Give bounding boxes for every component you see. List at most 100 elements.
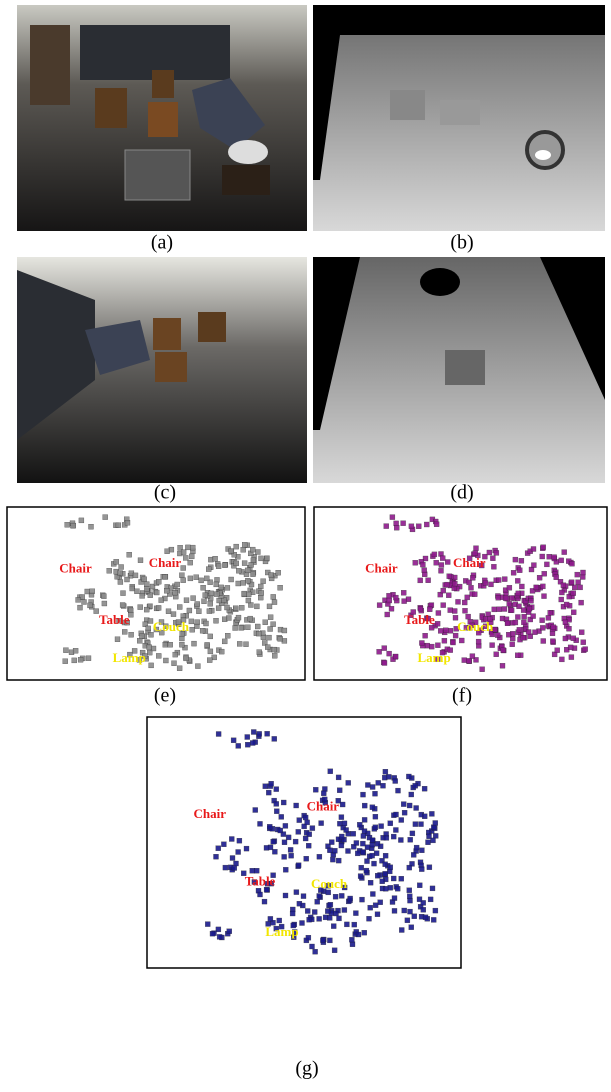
voxel [251, 572, 256, 577]
voxel [255, 550, 260, 555]
voxel [510, 631, 515, 636]
object-label: Lamp [113, 650, 146, 665]
voxel [346, 849, 351, 854]
voxel [516, 591, 521, 596]
voxel [383, 871, 388, 876]
voxel [226, 616, 231, 621]
voxel [274, 809, 279, 814]
voxel [439, 568, 444, 573]
voxel [230, 856, 235, 861]
voxel [529, 598, 534, 603]
voxel [336, 775, 341, 780]
voxel [505, 621, 510, 626]
voxel [373, 825, 378, 830]
voxel [102, 601, 107, 606]
voxel [206, 567, 211, 572]
voxel [431, 917, 436, 922]
voxel [207, 609, 212, 614]
voxel [417, 897, 422, 902]
voxel [288, 847, 293, 852]
voxel [381, 783, 386, 788]
voxel [414, 845, 419, 850]
voxel [225, 585, 230, 590]
voxel [434, 522, 439, 527]
voxel [362, 817, 367, 822]
voxel [189, 554, 194, 559]
voxel [375, 873, 380, 878]
voxel [73, 648, 78, 653]
voxel [164, 588, 169, 593]
voxel [419, 822, 424, 827]
voxel [447, 574, 452, 579]
voxel [340, 802, 345, 807]
voxel [575, 572, 580, 577]
object-label: Couch [457, 619, 494, 634]
voxel [419, 848, 424, 853]
voxel [418, 578, 423, 583]
voxel [402, 810, 407, 815]
voxel [413, 783, 418, 788]
voxel [168, 642, 173, 647]
voxel [367, 916, 372, 921]
voxel [559, 558, 564, 563]
voxel [452, 586, 457, 591]
voxel [245, 735, 250, 740]
voxel [495, 633, 500, 638]
voxel [401, 521, 406, 526]
voxel [383, 853, 388, 858]
voxel [368, 880, 373, 885]
voxel [297, 818, 302, 823]
voxel [137, 638, 142, 643]
voxel [439, 563, 444, 568]
voxel [175, 582, 180, 587]
voxel [217, 934, 222, 939]
voxel [127, 552, 132, 557]
voxel [445, 560, 450, 565]
voxel [517, 568, 522, 573]
photo-c [17, 257, 307, 483]
voxel [222, 639, 227, 644]
object-label: Chair [365, 560, 398, 575]
voxel [248, 603, 253, 608]
voxel [237, 641, 242, 646]
voxel [425, 643, 430, 648]
voxel [216, 564, 221, 569]
voxel [581, 640, 586, 645]
voxel [317, 854, 322, 859]
voxel [78, 605, 83, 610]
voxel [156, 605, 161, 610]
voxel [173, 590, 178, 595]
voxel [272, 647, 277, 652]
voxel [344, 828, 349, 833]
voxel [463, 608, 468, 613]
voxel [407, 803, 412, 808]
voxel [387, 593, 392, 598]
voxel [474, 546, 479, 551]
voxel [351, 831, 356, 836]
voxel [250, 741, 255, 746]
voxel [271, 594, 276, 599]
voxel [362, 803, 367, 808]
voxel [409, 925, 414, 930]
voxel [236, 581, 241, 586]
voxel [263, 784, 268, 789]
voxel [507, 585, 512, 590]
voxel [489, 582, 494, 587]
voxel [533, 630, 538, 635]
voxel [192, 641, 197, 646]
voxel [283, 893, 288, 898]
voxel [258, 595, 263, 600]
voxel [214, 592, 219, 597]
voxel [214, 582, 219, 587]
voxel [434, 560, 439, 565]
voxel [547, 554, 552, 559]
voxel [383, 886, 388, 891]
voxel [222, 563, 227, 568]
figure-canvas: (a)(b)(c)(d)ChairChairTableCouchLamp(e)C… [0, 0, 611, 1092]
voxel [346, 780, 351, 785]
voxel [259, 556, 264, 561]
voxel [569, 655, 574, 660]
voxel [229, 837, 234, 842]
voxel [122, 629, 127, 634]
voxel [249, 562, 254, 567]
